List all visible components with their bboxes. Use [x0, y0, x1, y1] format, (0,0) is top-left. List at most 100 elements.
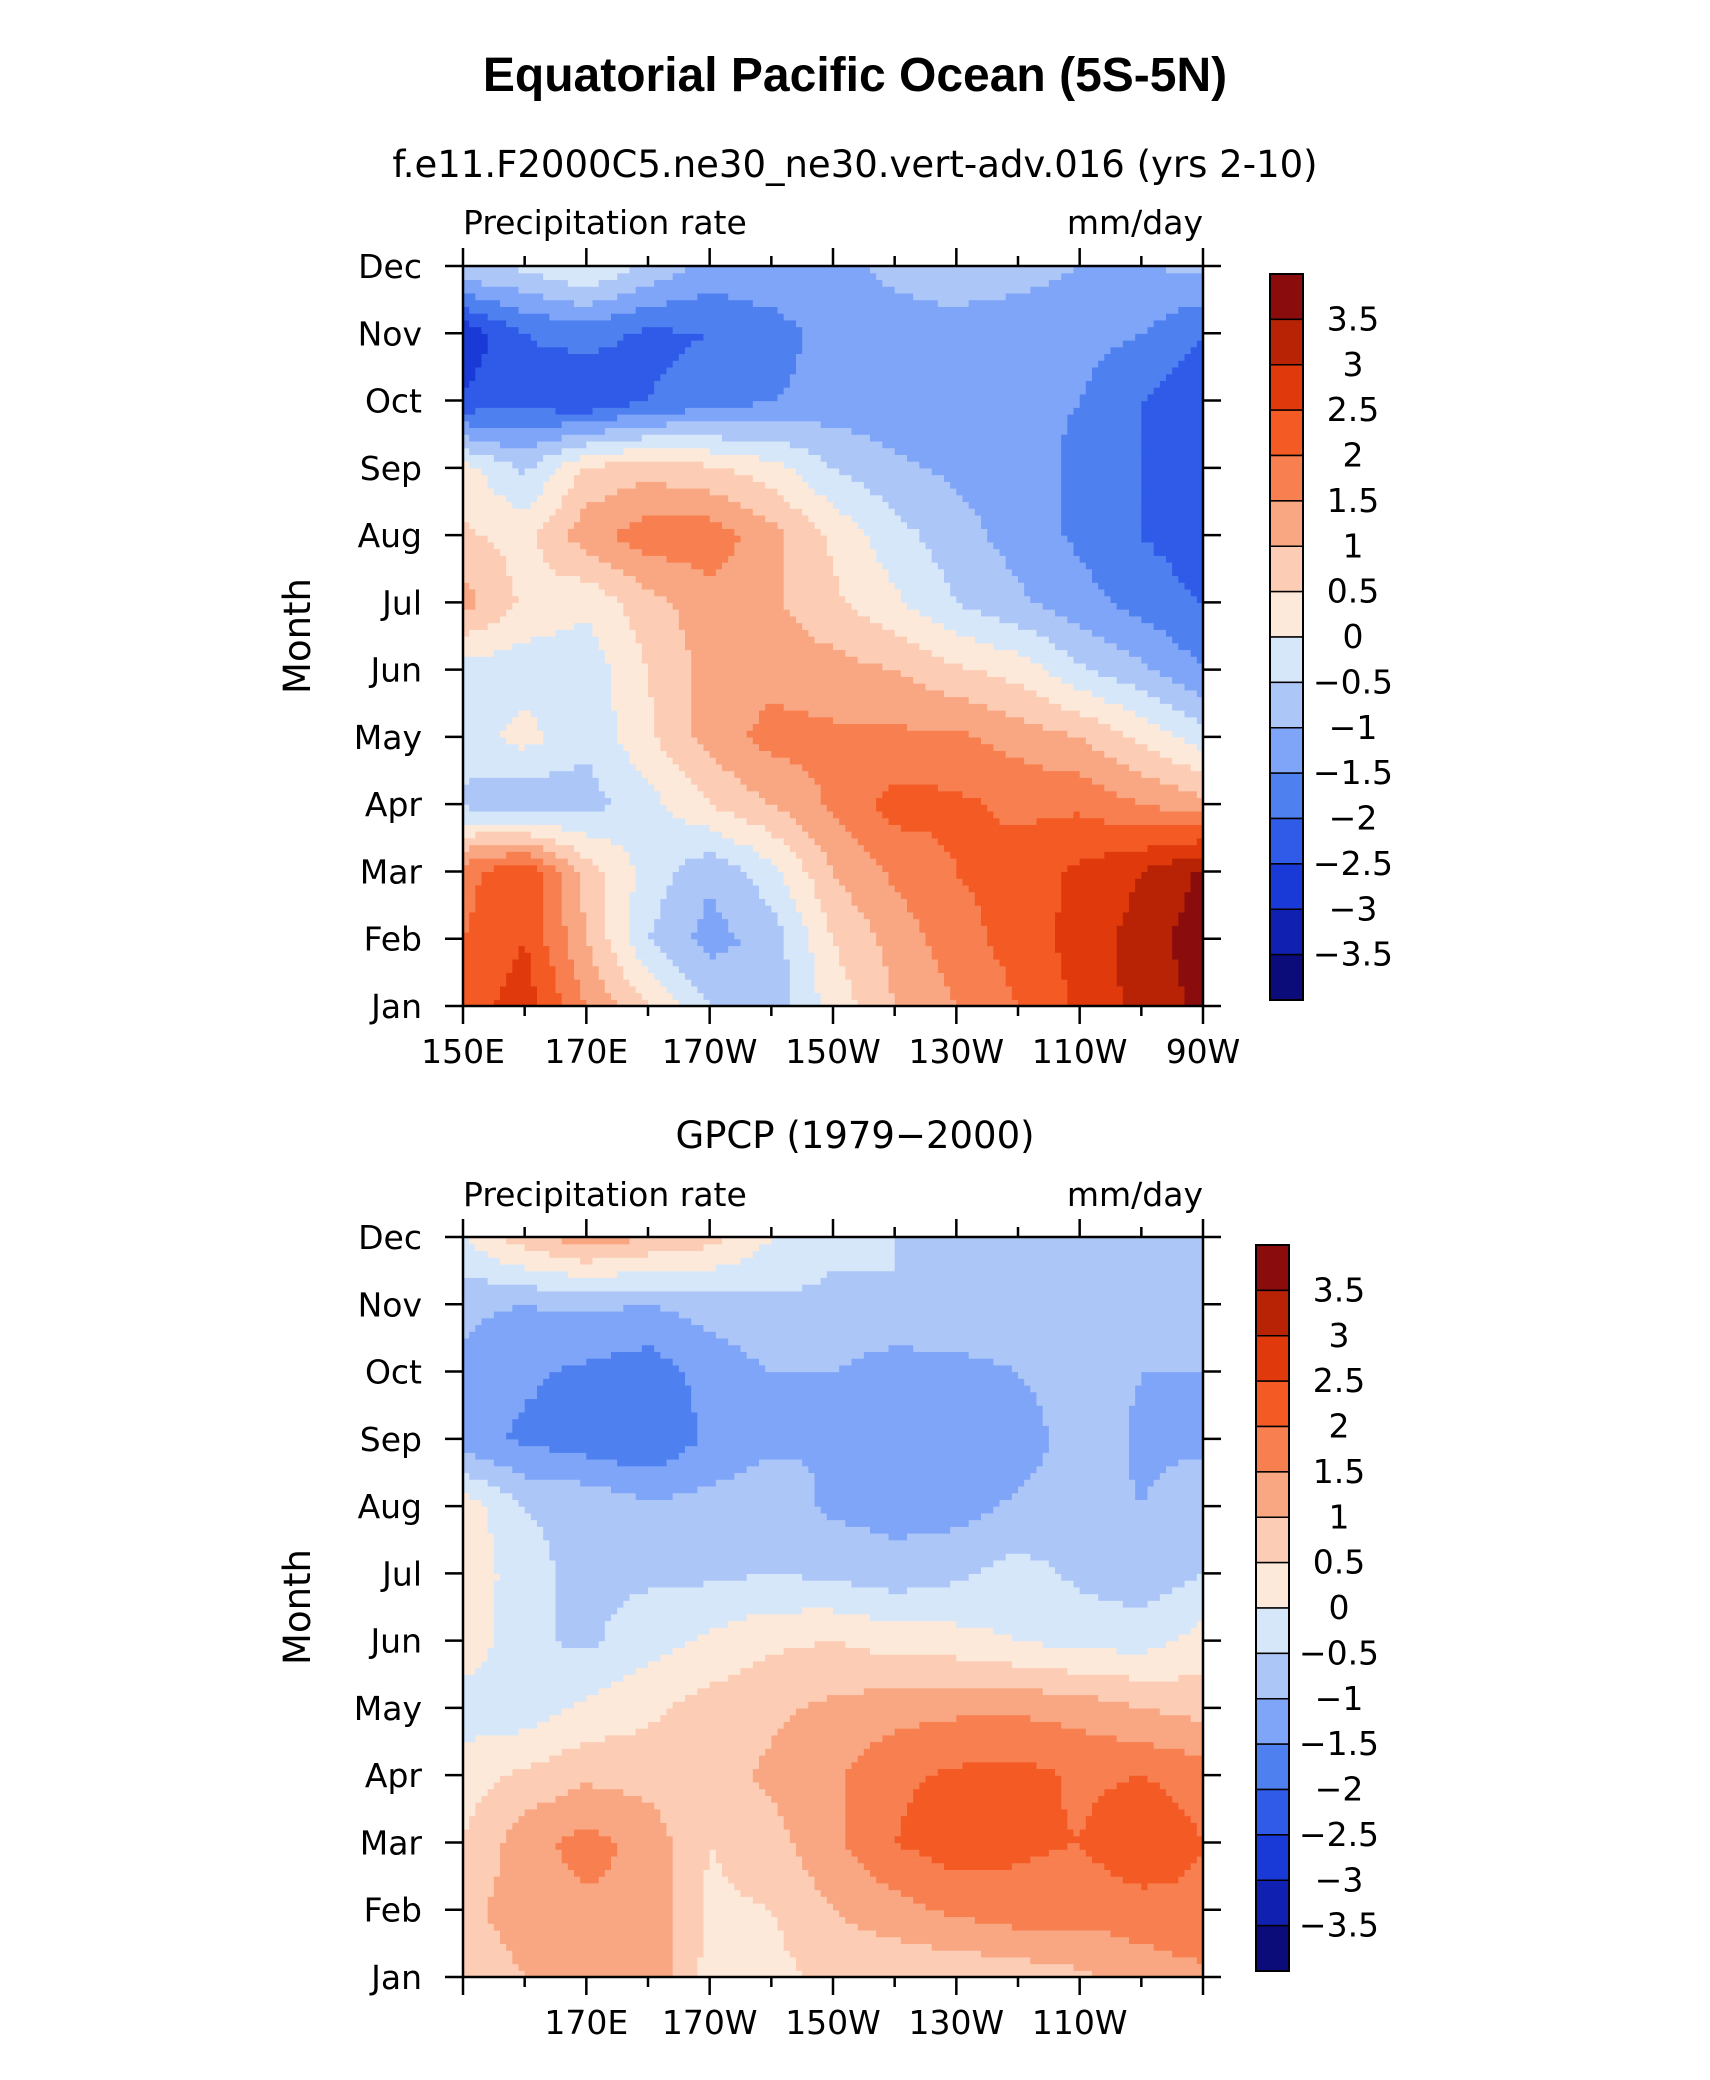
- colorbar-swatch: [1255, 1743, 1290, 1791]
- panel-title: f.e11.F2000C5.ne30_ne30.vert-adv.016 (yr…: [392, 143, 1317, 186]
- colorbar-swatch: [1269, 409, 1304, 457]
- colorbar-swatch: [1255, 1879, 1290, 1927]
- colorbar-swatch: [1269, 454, 1304, 502]
- x-tick-label: 170E: [544, 2003, 628, 2042]
- colorbar-swatch: [1269, 545, 1304, 593]
- right-string: mm/day: [1067, 1175, 1203, 1214]
- colorbar-label: −1: [1315, 1679, 1364, 1718]
- colorbar-label: 1.5: [1327, 481, 1379, 520]
- y-tick-label: Jul: [380, 583, 422, 622]
- colorbar-label: 1.5: [1313, 1452, 1365, 1491]
- colorbar-swatch: [1255, 1652, 1290, 1700]
- contour-field: [463, 1237, 1203, 1977]
- x-tick-label: 110W: [1032, 1032, 1128, 1071]
- colorbar-label: −3.5: [1313, 935, 1393, 974]
- y-tick-label: Apr: [365, 785, 423, 824]
- colorbar-swatch: [1269, 273, 1304, 321]
- y-tick-label: Mar: [360, 1823, 423, 1862]
- colorbar-swatch: [1269, 817, 1304, 865]
- x-tick-label: 130W: [909, 1032, 1005, 1071]
- colorbar-label: 0.5: [1327, 572, 1379, 611]
- y-tick-label: Sep: [360, 1420, 422, 1459]
- colorbar-label: −0.5: [1299, 1633, 1379, 1672]
- colorbar-label: −2: [1315, 1770, 1364, 1809]
- colorbar-swatch: [1269, 681, 1304, 729]
- colorbar-swatch: [1255, 1380, 1290, 1428]
- contour-field: [463, 266, 1203, 1006]
- colorbar-label: 3.5: [1327, 299, 1379, 338]
- colorbar-label: −3.5: [1299, 1906, 1379, 1945]
- y-tick-label: May: [354, 718, 422, 757]
- x-tick-label: 170W: [662, 1032, 758, 1071]
- y-tick-label: Oct: [365, 1353, 422, 1392]
- y-tick-label: Nov: [358, 314, 422, 353]
- colorbar-swatch: [1269, 908, 1304, 956]
- colorbar-label: 0.5: [1313, 1543, 1365, 1582]
- colorbar-swatch: [1269, 863, 1304, 910]
- left-string: Precipitation rate: [463, 203, 747, 242]
- x-tick-label: 90W: [1166, 1032, 1241, 1071]
- y-tick-label: Jan: [369, 987, 422, 1026]
- colorbar-swatch: [1269, 590, 1304, 638]
- y-tick-label: Jun: [368, 1622, 422, 1661]
- colorbar-label: −1: [1329, 708, 1378, 747]
- colorbar-swatch: [1255, 1834, 1290, 1881]
- x-tick-label: 170E: [544, 1032, 628, 1071]
- colorbar: 3.5 3 2.5 2 1.5 1 0.5 0 −0.5 −1 −1.5 −2 −2.5 −3 −3.5: [1255, 1244, 1379, 1972]
- colorbar-swatch: [1255, 1335, 1290, 1382]
- y-tick-label: Oct: [365, 382, 422, 421]
- colorbar-label: 2.5: [1313, 1361, 1365, 1400]
- colorbar-label: −2.5: [1313, 844, 1393, 883]
- right-string: mm/day: [1067, 203, 1203, 242]
- y-tick-label: Jun: [368, 651, 422, 690]
- x-tick-label: 150W: [785, 2003, 881, 2042]
- colorbar-swatch: [1269, 500, 1304, 547]
- colorbar-swatch: [1269, 318, 1304, 366]
- colorbar: 3.5 3 2.5 2 1.5 1 0.5 0 −0.5 −1 −1.5 −2 −2.5 −3 −3.5: [1269, 273, 1393, 1001]
- y-tick-label: May: [354, 1689, 422, 1728]
- colorbar-label: 2: [1343, 436, 1364, 475]
- colorbar-swatch: [1269, 636, 1304, 684]
- y-tick-label: Aug: [358, 1487, 422, 1526]
- colorbar-swatch: [1255, 1788, 1290, 1836]
- colorbar-label: 2.5: [1327, 390, 1379, 429]
- colorbar-label: −2: [1329, 799, 1378, 838]
- colorbar-label: −1.5: [1299, 1724, 1379, 1763]
- colorbar-swatch: [1269, 727, 1304, 774]
- colorbar-swatch: [1255, 1471, 1290, 1518]
- colorbar-swatch: [1269, 772, 1304, 820]
- colorbar-swatch: [1255, 1244, 1290, 1292]
- colorbar-label: 0: [1329, 1588, 1350, 1627]
- x-tick-label: 150E: [421, 1032, 505, 1071]
- colorbar-label: −0.5: [1313, 662, 1393, 701]
- colorbar-swatch: [1255, 1561, 1290, 1609]
- colorbar-swatch: [1255, 1516, 1290, 1564]
- colorbar-label: −3: [1315, 1860, 1364, 1899]
- y-axis-title: Month: [276, 1549, 319, 1665]
- colorbar-label: 1: [1329, 1497, 1350, 1536]
- left-string: Precipitation rate: [463, 1175, 747, 1214]
- x-tick-label: 150W: [785, 1032, 881, 1071]
- y-tick-label: Mar: [360, 852, 423, 891]
- colorbar-swatch: [1255, 1289, 1290, 1337]
- x-tick-label: 130W: [909, 2003, 1005, 2042]
- colorbar-swatch: [1269, 953, 1304, 1001]
- y-tick-label: Dec: [358, 1218, 422, 1257]
- colorbar-swatch: [1269, 364, 1304, 411]
- y-tick-label: Apr: [365, 1756, 423, 1795]
- y-tick-label: Feb: [364, 920, 422, 959]
- colorbar-label: −1.5: [1313, 753, 1393, 792]
- colorbar-label: 0: [1343, 617, 1364, 656]
- colorbar-label: −2.5: [1299, 1815, 1379, 1854]
- panel-title: GPCP (1979−2000): [675, 1114, 1034, 1157]
- colorbar-label: 1: [1343, 526, 1364, 565]
- y-tick-label: Aug: [358, 516, 422, 555]
- colorbar-swatch: [1255, 1425, 1290, 1473]
- y-tick-label: Nov: [358, 1285, 422, 1324]
- colorbar-label: 3: [1329, 1316, 1350, 1355]
- x-tick-label: 110W: [1032, 2003, 1128, 2042]
- colorbar-label: 3.5: [1313, 1270, 1365, 1309]
- y-tick-label: Jul: [380, 1554, 422, 1593]
